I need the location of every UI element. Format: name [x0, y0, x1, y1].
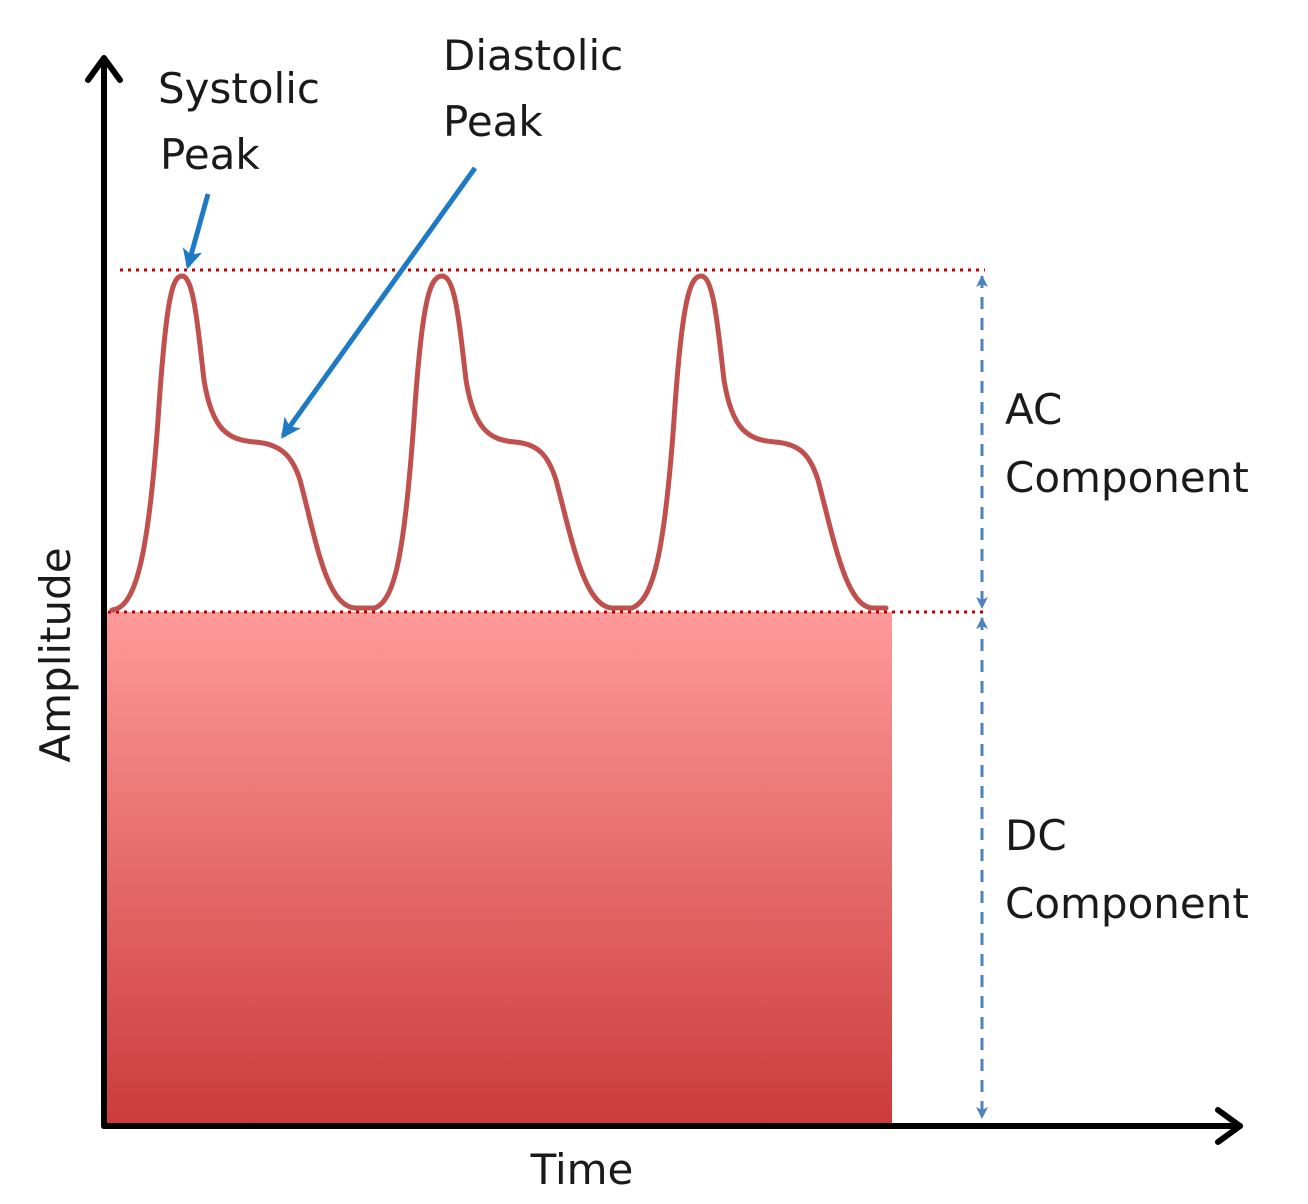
- x-axis-label: Time: [530, 1145, 634, 1194]
- dc-component-label-line-2: Component: [1005, 879, 1249, 928]
- pulse-1: [109, 273, 378, 613]
- pulse-2: [372, 273, 635, 611]
- dc-component-region: [107, 612, 892, 1124]
- systolic-peak-label-line-2: Peak: [160, 130, 260, 179]
- systolic-peak-arrow: [182, 193, 211, 270]
- axes: [85, 55, 1243, 1145]
- y-axis-label: Amplitude: [31, 547, 80, 762]
- pulse-3: [629, 273, 889, 611]
- dc-component-label-line-1: DC: [1005, 811, 1067, 860]
- x-axis-arrowhead: [1215, 1107, 1243, 1145]
- diastolic-peak-arrow: [280, 166, 478, 439]
- ppg-waveform: [109, 273, 889, 613]
- systolic-peak-label-line-1: Systolic: [158, 64, 320, 113]
- diastolic-peak-label-line-2: Peak: [443, 97, 543, 146]
- y-axis-arrowhead: [85, 55, 123, 83]
- ac-component-label-line-2: Component: [1005, 453, 1249, 502]
- ac-component-label-line-1: AC: [1005, 385, 1062, 434]
- diastolic-peak-label-line-1: Diastolic: [443, 31, 623, 80]
